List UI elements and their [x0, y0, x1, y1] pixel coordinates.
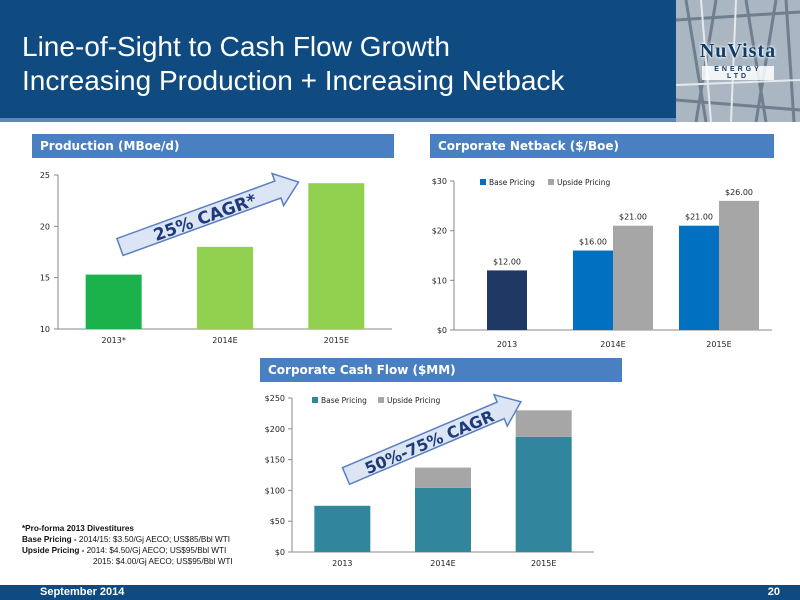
- cashflow-bar-segment: [415, 467, 471, 488]
- legend-label: Base Pricing: [489, 178, 535, 187]
- x-tick-label: 2015E: [531, 559, 556, 568]
- legend-label: Base Pricing: [321, 396, 367, 405]
- y-tick-label: $30: [432, 177, 447, 186]
- company-logo: NuVista ENERGY LTD: [676, 0, 800, 122]
- x-tick-label: 2014E: [212, 336, 237, 345]
- cashflow-bar-segment: [415, 487, 471, 552]
- footer-date: September 2014: [40, 586, 125, 598]
- y-tick-label: $20: [432, 227, 447, 236]
- header-bar: Line-of-Sight to Cash Flow Growth Increa…: [0, 0, 800, 122]
- footnote-proforma: *Pro-forma 2013 Divestitures: [22, 524, 134, 533]
- logo-background-pattern: [676, 0, 800, 122]
- production-panel-title: Production (MBoe/d): [32, 134, 394, 158]
- title-line-1: Line-of-Sight to Cash Flow Growth: [22, 31, 450, 62]
- cashflow-chart: $0 $50 $100 $150 $200 $250 2013 2014E 2015E Base …: [265, 393, 594, 568]
- legend-label: Upside Pricing: [557, 178, 611, 187]
- y-tick-label: $50: [270, 517, 285, 526]
- footnote-upside-2015: 2015: $4.00/Gj AECO; US$95/Bbl WTI: [93, 557, 233, 566]
- cashflow-panel-title: Corporate Cash Flow ($MM): [260, 358, 622, 382]
- logo-subtitle: ENERGY LTD: [702, 66, 774, 80]
- data-label: $21.00: [685, 213, 713, 222]
- legend-swatch: [378, 397, 384, 403]
- x-tick-label: 2015E: [706, 340, 731, 349]
- logo-wordmark: NuVista: [699, 40, 777, 62]
- page-number: 20: [767, 586, 780, 598]
- data-label: $21.00: [619, 213, 647, 222]
- x-tick-label: 2013: [497, 340, 517, 349]
- slide-title: Line-of-Sight to Cash Flow Growth Increa…: [22, 30, 564, 98]
- y-tick-label: $250: [265, 394, 285, 403]
- y-tick-label: $10: [432, 276, 447, 285]
- production-bar: [197, 246, 253, 329]
- pricing-footnote: *Pro-forma 2013 Divestitures Base Pricin…: [22, 523, 233, 567]
- y-tick-label: 10: [40, 325, 50, 334]
- cagr-arrow-label: 50%-75% CAGR: [362, 406, 497, 478]
- y-tick-label: 20: [40, 222, 50, 231]
- cagr-arrow-shape: [341, 393, 523, 486]
- title-line-2: Increasing Production + Increasing Netba…: [22, 65, 565, 96]
- netback-chart: $0 $10 $20 $30 $12.00 2013 $16.00 $21.00 2014E $2…: [432, 177, 772, 349]
- y-tick-label: $100: [265, 486, 285, 495]
- data-label: $16.00: [579, 238, 607, 247]
- y-tick-label: 15: [40, 274, 50, 283]
- footer-bar: September 2014 20: [0, 585, 800, 600]
- y-tick-label: $0: [437, 326, 447, 335]
- x-tick-label: 2013: [332, 559, 352, 568]
- x-tick-label: 2015E: [324, 336, 349, 345]
- footnote-upside-label: Upside Pricing -: [22, 546, 85, 555]
- y-tick-label: $0: [275, 548, 285, 557]
- cagr-arrow-shape: [115, 172, 300, 257]
- y-tick-label: $150: [265, 456, 285, 465]
- legend-swatch: [312, 397, 318, 403]
- footnote-upside-text: 2014: $4.50/Gj AECO; US$95/Bbl WTI: [84, 546, 227, 555]
- legend-label: Upside Pricing: [387, 396, 441, 405]
- x-tick-label: 2014E: [600, 340, 625, 349]
- cagr-arrow-label: 25% CAGR*: [151, 190, 260, 246]
- x-tick-label: 2013*: [101, 336, 125, 345]
- netback-bar: [719, 200, 759, 330]
- data-label: $12.00: [493, 257, 521, 266]
- x-tick-label: 2014E: [430, 559, 455, 568]
- netback-bar: [573, 250, 613, 330]
- cashflow-bar-segment: [515, 436, 572, 552]
- data-label: $26.00: [725, 188, 753, 197]
- cashflow-bar-segment: [314, 505, 371, 552]
- production-bar: [308, 183, 365, 329]
- legend-swatch: [548, 179, 554, 185]
- footnote-base-label: Base Pricing -: [22, 535, 77, 544]
- netback-bar: [613, 225, 653, 330]
- header-rule: [0, 118, 800, 122]
- y-tick-label: 25: [40, 171, 50, 180]
- y-tick-label: $200: [265, 425, 285, 434]
- footnote-base-text: 2014/15: $3.50/Gj AECO; US$85/Bbl WTI: [76, 535, 230, 544]
- cashflow-bar-segment: [515, 410, 572, 437]
- netback-bar: [679, 225, 719, 330]
- netback-panel-title: Corporate Netback ($/Boe): [430, 134, 774, 158]
- production-bar: [85, 274, 142, 329]
- legend-swatch: [480, 179, 486, 185]
- netback-bar: [487, 270, 527, 330]
- production-chart: 10 15 20 25 2013* 2014E 2015E 25% CAGR*: [40, 171, 392, 345]
